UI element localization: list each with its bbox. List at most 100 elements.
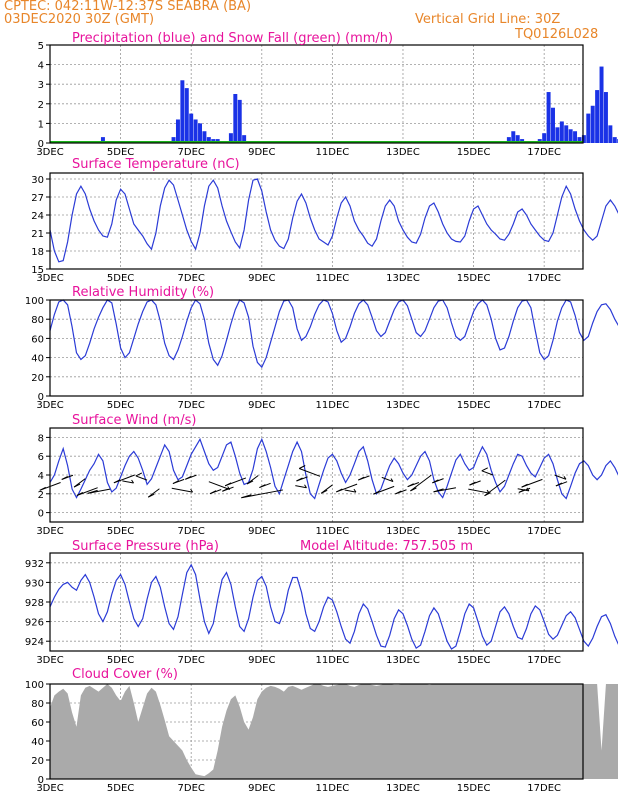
wind-vector — [122, 480, 134, 484]
wind-vector — [299, 468, 321, 477]
x-tick-label: 17DEC — [527, 655, 561, 666]
precip-bar — [581, 135, 586, 143]
precip-bar — [586, 113, 591, 143]
panel-rh: 3DEC 5DEC 7DEC 9DEC 11DEC 13DEC 15DEC 17DEC 0 20 4… — [25, 285, 618, 411]
x-tick-label: 9DEC — [248, 147, 275, 158]
plot-frame — [49, 44, 584, 144]
x-tick-label: 11DEC — [316, 655, 350, 666]
x-tick-label: 7DEC — [178, 273, 205, 284]
x-tick-label: 9DEC — [248, 783, 275, 794]
x-tick-label: 17DEC — [527, 783, 561, 794]
x-tick-label: 11DEC — [316, 147, 350, 158]
plot-frame — [49, 172, 584, 270]
wind-vector-head — [484, 492, 491, 497]
y-tick-label: 2 — [38, 100, 44, 111]
x-tick-label: 15DEC — [457, 783, 491, 794]
x-tick-label: 11DEC — [316, 783, 350, 794]
x-tick-label: 7DEC — [178, 783, 205, 794]
x-tick-label: 11DEC — [316, 273, 350, 284]
x-tick-label: 7DEC — [178, 655, 205, 666]
wind-vector — [208, 481, 230, 490]
x-tick-label: 3DEC — [36, 526, 63, 537]
wind-vector-head — [241, 494, 252, 499]
precip-bar — [551, 107, 555, 143]
x-tick-label: 11DEC — [316, 526, 350, 537]
wind-vector-head — [172, 480, 180, 485]
wind-vector-head — [76, 492, 84, 496]
plot-frame — [49, 552, 584, 652]
y-tick-label: 924 — [25, 637, 44, 648]
y-tick-label: 4 — [38, 61, 44, 72]
precip-bar — [542, 133, 547, 143]
wind-vector-head — [518, 488, 526, 493]
y-tick-label: 2 — [38, 490, 44, 501]
x-tick-label: 13DEC — [386, 655, 420, 666]
panel-title: Cloud Cover (%) — [72, 667, 178, 682]
plot-frame — [49, 427, 584, 523]
wind-vector-head — [246, 480, 254, 485]
y-tick-label: 8 — [38, 433, 44, 444]
x-tick-label: 13DEC — [386, 400, 420, 411]
cloud-area — [50, 684, 618, 779]
x-tick-label: 9DEC — [248, 400, 275, 411]
x-tick-label: 9DEC — [248, 273, 275, 284]
wind-vector-head — [190, 488, 193, 493]
precip-bar — [559, 121, 564, 143]
precip-bar — [612, 137, 617, 143]
wind-vector-head — [407, 483, 414, 488]
precip-bar — [546, 92, 551, 143]
header-grid-note: Vertical Grid Line: 30Z — [415, 12, 561, 27]
pres-line — [49, 563, 618, 650]
wind-vector — [554, 474, 567, 480]
precip-bar — [228, 133, 233, 143]
panel-precip: 3DEC 5DEC 7DEC 9DEC 11DEC 13DEC 15DEC 17DEC 0 1 2 3… — [36, 31, 618, 158]
x-tick-label: 15DEC — [457, 400, 491, 411]
precip-bar — [573, 131, 578, 143]
x-tick-label: 5DEC — [107, 273, 134, 284]
wind-vector — [241, 489, 284, 499]
x-tick-label: 13DEC — [386, 147, 420, 158]
x-tick-label: 17DEC — [527, 526, 561, 537]
panel-subtitle: Model Altitude: 757.505 m — [300, 539, 473, 554]
wind-vector-head — [481, 467, 489, 472]
x-tick-label: 17DEC — [527, 273, 561, 284]
wind-vector-head — [521, 483, 528, 488]
y-tick-label: 0 — [38, 775, 44, 786]
wind-vector-head — [299, 465, 306, 469]
wind-vector-head — [433, 488, 444, 493]
precip-bar — [198, 123, 203, 143]
wind-vector-head — [373, 490, 380, 495]
wind-vector-head — [131, 479, 134, 484]
precip-bar — [564, 125, 569, 143]
wind-vector-head — [296, 477, 303, 482]
wind-vector-head — [39, 486, 47, 491]
y-tick-label: 0 — [38, 392, 44, 403]
panel-temp: 3DEC 5DEC 7DEC 9DEC 11DEC 13DEC 15DEC 17DEC 15 18… — [31, 157, 618, 284]
x-tick-label: 15DEC — [457, 147, 491, 158]
wind-vector-head — [395, 490, 402, 495]
y-tick-label: 4 — [38, 471, 44, 482]
panel-title: Precipitation (blue) and Snow Fall (gree… — [72, 31, 393, 46]
x-tick-label: 7DEC — [178, 400, 205, 411]
precip-bar — [237, 99, 242, 143]
precip-bar — [590, 105, 595, 143]
y-tick-label: 0 — [38, 509, 44, 520]
wind-vector-head — [320, 489, 328, 494]
precip-bar — [233, 94, 238, 143]
panel-title: Surface Temperature (nC) — [72, 157, 240, 172]
x-tick-label: 7DEC — [178, 147, 205, 158]
x-tick-label: 5DEC — [107, 147, 134, 158]
x-tick-label: 9DEC — [248, 655, 275, 666]
x-tick-label: 13DEC — [386, 273, 420, 284]
plot-frame — [49, 299, 584, 397]
y-tick-label: 0 — [38, 139, 44, 150]
x-tick-label: 9DEC — [248, 526, 275, 537]
precip-bar — [242, 135, 247, 143]
x-tick-label: 17DEC — [527, 400, 561, 411]
precip-bar — [180, 80, 185, 143]
x-tick-label: 11DEC — [316, 400, 350, 411]
x-tick-label: 5DEC — [107, 655, 134, 666]
y-tick-label: 926 — [25, 618, 44, 629]
wind-vector-head — [469, 481, 476, 486]
y-tick-label: 18 — [31, 247, 44, 258]
